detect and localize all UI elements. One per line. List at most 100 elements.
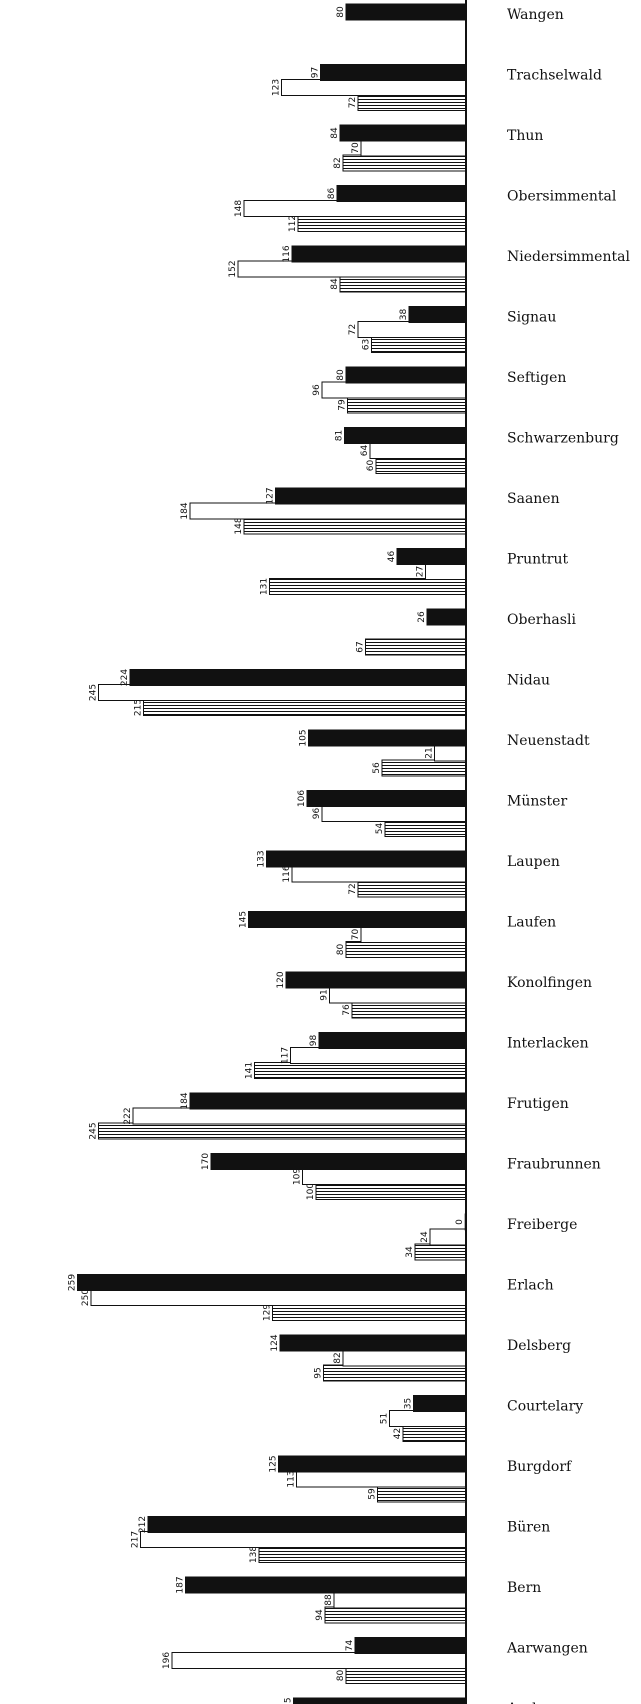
category-label: Laupen [507,854,560,870]
value-label: 42 [393,1428,403,1439]
value-label: 86 [327,188,337,200]
value-label: 70 [351,929,361,941]
category-group: 245 222 184 Frutigen [89,1092,569,1139]
bar-white [425,563,467,580]
bar-hatched [357,880,467,898]
bar-black [291,245,467,263]
category-group: 112 148 86 Obersimmental [234,185,617,232]
value-label: 84 [330,278,340,290]
value-label: 215 [134,699,144,716]
bars-layer: 80 Wangen 72 123 97 Trachselwald 82 70 84 Thun 112… [68,3,630,1704]
value-label: 88 [324,1594,334,1606]
bar-black [396,548,467,565]
category-group: 56 21 105 Neuenstadt [299,729,590,777]
value-label: 63 [362,339,372,350]
bar-hatched [414,1243,467,1261]
category-label: Bern [507,1580,541,1596]
category-group: 79 96 80 Seftigen [312,366,566,414]
value-label: 24 [420,1231,430,1243]
value-label: 245 [89,684,99,701]
category-group: 54 96 106 Münster [297,790,567,837]
category-group: 67 26 Oberhasli [356,608,576,656]
category-group: 141 117 98 Interlacken [245,1032,589,1079]
bar-black [344,427,467,444]
value-label: 35 [404,1398,414,1409]
bar-white [140,1531,467,1548]
bar-hatched [243,517,467,535]
category-label: Laufen [507,915,556,931]
value-label: 184 [180,1092,190,1109]
value-label: 250 [81,1289,91,1306]
value-label: 54 [375,823,385,835]
bar-hatched [98,1122,467,1140]
bar-white [291,865,467,883]
bar-black [320,64,467,81]
bar-hatched [375,457,467,474]
bar-hatched [345,941,467,958]
category-label: Trachselwald [507,68,602,84]
value-label: 124 [270,1334,280,1351]
category-label: Schwarzenburg [507,431,619,447]
bar-hatched [377,1485,467,1503]
bar-hatched [297,215,467,232]
category-group: 34 24 0 Freiberge [405,1213,577,1261]
category-group: 80 70 145 Laufen [239,911,556,958]
bar-white [237,260,467,278]
category-label: Neuenstadt [507,733,590,749]
bar-black [336,185,467,202]
bar-white [296,1470,467,1488]
bar-black [408,306,467,323]
category-label: Freiberge [507,1217,577,1233]
value-label: 187 [176,1576,186,1593]
category-group: 94 88 187 Bern [176,1576,541,1624]
category-label: Pruntrut [507,552,568,568]
value-label: 133 [257,850,267,867]
bar-black [306,790,467,807]
bar-black [266,850,467,868]
bar-white [329,986,467,1004]
category-label: Konolfingen [507,975,592,991]
bar-hatched [272,1304,467,1321]
value-label: 170 [201,1153,211,1170]
value-label: 51 [380,1413,390,1424]
bar-white [90,1289,467,1306]
value-label: 96 [312,808,322,820]
bar-hatched [384,820,467,837]
bar-black [77,1274,467,1291]
value-label: 112 [288,215,298,232]
category-group: 72 116 133 Laupen [257,850,560,898]
category-group: 72 123 97 Trachselwald [272,64,602,111]
bar-white [321,805,467,822]
value-label: 148 [234,200,244,217]
value-label: 120 [276,971,286,988]
value-label: 70 [351,142,361,154]
value-label: 74 [345,1640,355,1652]
category-group: 215 245 224 Nidau [89,669,551,716]
value-label: 46 [387,551,397,563]
bar-black [308,729,467,747]
value-label: 125 [269,1455,279,1472]
value-label: 127 [266,487,276,504]
bar-white [321,381,467,399]
bar-white [389,1410,467,1427]
value-label: 27 [416,566,426,577]
category-label: Delsberg [507,1338,571,1354]
value-label: 145 [239,911,249,928]
category-group: 80 Wangen [336,3,564,23]
bar-hatched [345,1667,467,1684]
value-label: 109 [293,1168,303,1185]
category-label: Wangen [507,7,564,23]
bar-hatched [351,1001,467,1019]
value-label: 148 [234,517,244,534]
value-label: 56 [372,762,382,774]
value-label: 91 [320,989,330,1000]
value-label: 60 [366,460,376,472]
bar-black [278,1455,467,1473]
bar-black [426,608,467,626]
value-label: 82 [333,1352,343,1363]
value-label: 64 [360,445,370,457]
value-label: 152 [228,260,238,277]
value-label: 222 [123,1107,133,1124]
bar-white [171,1652,467,1669]
